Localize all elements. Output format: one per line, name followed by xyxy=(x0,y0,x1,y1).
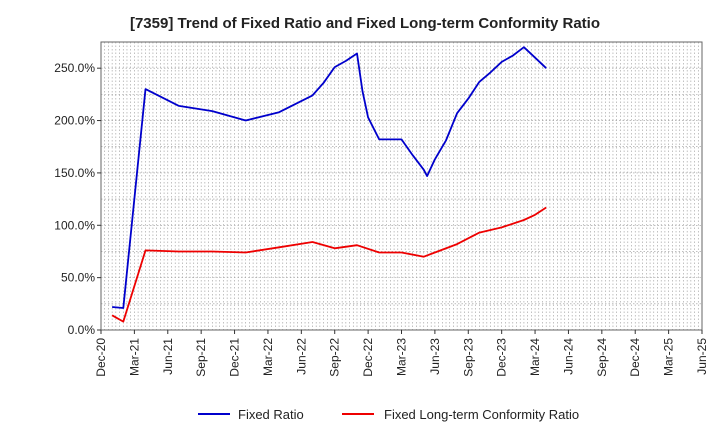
legend-label-conformity-ratio: Fixed Long-term Conformity Ratio xyxy=(384,407,579,422)
x-tick-label: Jun-24 xyxy=(561,338,575,375)
series-line-conformity-ratio xyxy=(111,206,547,323)
y-tick-label: 150.0% xyxy=(54,166,95,180)
series-layer xyxy=(111,46,547,323)
x-tick-label: Dec-22 xyxy=(361,338,375,377)
y-tick-label: 100.0% xyxy=(54,218,95,232)
x-tick-label: Sep-21 xyxy=(194,338,208,377)
y-axis: 0.0% 50.0% 100.0% 150.0% 200.0% 250.0% xyxy=(54,61,101,337)
x-tick-label: Sep-24 xyxy=(595,338,609,377)
x-tick-label: Jun-25 xyxy=(695,338,709,375)
x-tick-label: Sep-23 xyxy=(461,338,475,377)
x-tick-label: Mar-23 xyxy=(395,338,409,376)
x-tick-label: Mar-21 xyxy=(127,338,141,376)
grid xyxy=(101,42,702,330)
chart-title: [7359] Trend of Fixed Ratio and Fixed Lo… xyxy=(130,15,600,32)
y-tick-label: 200.0% xyxy=(54,114,95,128)
x-tick-label: Mar-22 xyxy=(261,338,275,376)
x-tick-label: Jun-23 xyxy=(428,338,442,375)
y-tick-label: 0.0% xyxy=(68,323,96,337)
legend-label-fixed-ratio: Fixed Ratio xyxy=(238,407,304,422)
series-line-fixed-ratio xyxy=(112,46,547,309)
y-tick-label: 250.0% xyxy=(54,61,95,75)
x-tick-label: Dec-20 xyxy=(94,338,108,377)
x-axis: Dec-20 Mar-21 Jun-21 Sep-21 Dec-21 Mar-22 Jun-… xyxy=(94,330,709,377)
x-tick-label: Mar-25 xyxy=(662,338,676,376)
y-tick-label: 50.0% xyxy=(61,271,95,285)
x-tick-label: Mar-24 xyxy=(528,338,542,376)
legend: Fixed Ratio Fixed Long-term Conformity R… xyxy=(198,407,579,422)
x-tick-label: Dec-23 xyxy=(495,338,509,377)
x-tick-label: Jun-21 xyxy=(161,338,175,375)
x-tick-label: Dec-24 xyxy=(628,338,642,377)
x-tick-label: Jun-22 xyxy=(294,338,308,375)
x-tick-label: Sep-22 xyxy=(328,338,342,377)
x-tick-label: Dec-21 xyxy=(228,338,242,377)
